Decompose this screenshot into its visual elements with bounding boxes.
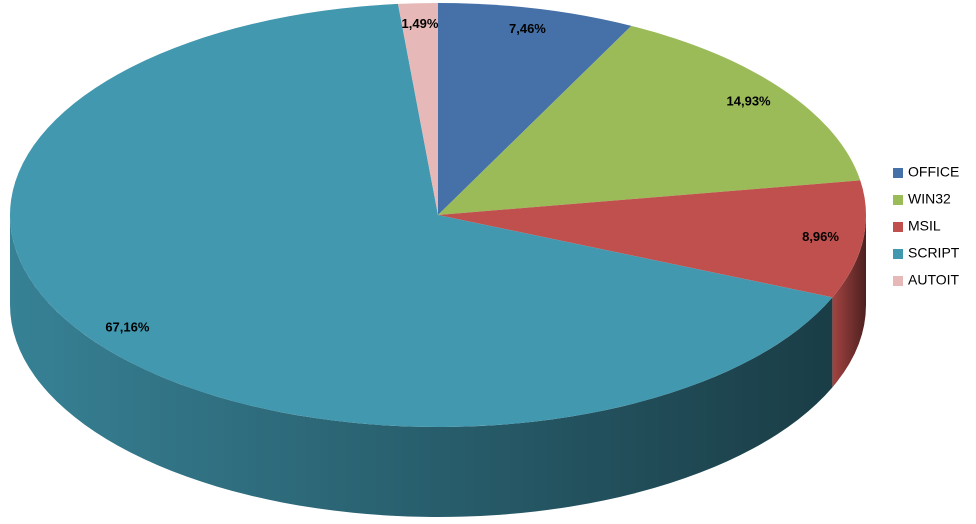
value-label: 7,46% (509, 21, 546, 36)
slice-side (832, 215, 866, 388)
legend-swatch (893, 276, 903, 286)
value-label: 8,96% (802, 229, 839, 244)
legend-swatch (893, 168, 903, 178)
value-label: 67,16% (105, 319, 150, 334)
legend-label: SCRIPT (908, 245, 960, 261)
value-label: 14,93% (727, 94, 772, 109)
legend-label: AUTOIT (908, 272, 960, 288)
legend-swatch (893, 222, 903, 232)
slice (9, 3, 833, 427)
legend-label: MSIL (908, 218, 941, 234)
slice (438, 180, 866, 298)
value-label: 1,49% (402, 16, 439, 31)
slice (397, 3, 438, 215)
legend-swatch (893, 195, 903, 205)
slice (438, 25, 861, 215)
slice-side (10, 215, 833, 517)
legend-swatch (893, 249, 903, 259)
legend-label: OFFICE (908, 164, 959, 180)
slice (438, 3, 632, 215)
legend-label: WIN32 (908, 191, 951, 207)
